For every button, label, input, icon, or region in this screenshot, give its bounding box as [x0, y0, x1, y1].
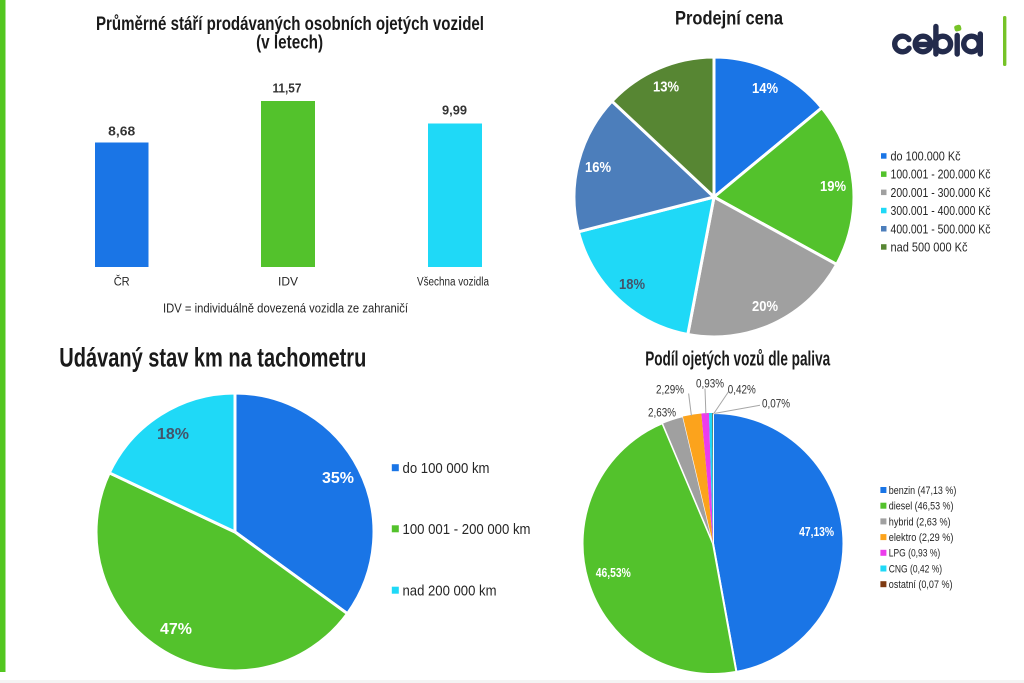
- svg-text:19%: 19%: [820, 178, 846, 195]
- svg-text:LPG (0,93 %): LPG (0,93 %): [889, 548, 940, 560]
- svg-text:ostatní (0,07 %): ostatní (0,07 %): [889, 579, 953, 591]
- svg-text:IDV = individuálně dovezená vo: IDV = individuálně dovezená vozidla ze z…: [163, 301, 408, 316]
- svg-text:200.001 - 300.000 Kč: 200.001 - 300.000 Kč: [891, 185, 991, 200]
- svg-text:2,63%: 2,63%: [648, 405, 676, 419]
- svg-text:20%: 20%: [752, 298, 778, 315]
- svg-text:35%: 35%: [322, 470, 354, 487]
- svg-text:do 100 000 km: do 100 000 km: [403, 460, 490, 477]
- svg-text:18%: 18%: [619, 276, 645, 293]
- svg-text:300.001 - 400.000 Kč: 300.001 - 400.000 Kč: [891, 203, 991, 218]
- svg-text:0,93%: 0,93%: [696, 377, 724, 391]
- svg-text:18%: 18%: [157, 426, 189, 443]
- svg-text:46,53%: 46,53%: [596, 565, 631, 580]
- svg-text:16%: 16%: [585, 159, 611, 176]
- svg-text:nad 200 000 km: nad 200 000 km: [403, 582, 497, 599]
- svg-text:hybrid (2,63 %): hybrid (2,63 %): [889, 516, 951, 528]
- svg-text:do 100.000 Kč: do 100.000 Kč: [891, 149, 961, 164]
- svg-text:Všechna vozidla: Všechna vozidla: [417, 277, 490, 289]
- svg-text:2,29%: 2,29%: [656, 383, 684, 397]
- svg-text:11,57: 11,57: [273, 81, 302, 96]
- svg-text:47%: 47%: [160, 621, 192, 638]
- svg-text:8,68: 8,68: [108, 124, 135, 139]
- svg-text:IDV: IDV: [278, 277, 298, 289]
- svg-text:(v letech): (v letech): [256, 33, 323, 54]
- svg-text:400.001 - 500.000 Kč: 400.001 - 500.000 Kč: [891, 221, 991, 236]
- svg-text:benzin (47,13 %): benzin (47,13 %): [889, 485, 957, 497]
- svg-text:47,13%: 47,13%: [799, 524, 834, 539]
- svg-text:Podíl ojetých vozů dle paliva: Podíl ojetých vozů dle paliva: [645, 349, 831, 371]
- svg-text:elektro (2,29 %): elektro (2,29 %): [889, 532, 954, 544]
- svg-text:13%: 13%: [653, 79, 679, 96]
- svg-text:Prodejní cena: Prodejní cena: [675, 8, 783, 30]
- svg-text:0,42%: 0,42%: [728, 383, 756, 397]
- svg-text:Průměrné stáří prodávaných oso: Průměrné stáří prodávaných osobních ojet…: [96, 14, 484, 35]
- svg-text:14%: 14%: [752, 80, 778, 97]
- svg-text:100.001 - 200.000 Kč: 100.001 - 200.000 Kč: [891, 167, 991, 182]
- svg-text:0,07%: 0,07%: [762, 397, 790, 411]
- svg-text:Udávaný stav km na tachometru: Udávaný stav km na tachometru: [59, 343, 366, 373]
- svg-text:ČR: ČR: [114, 276, 130, 289]
- svg-text:9,99: 9,99: [442, 103, 467, 118]
- svg-text:nad 500 000 Kč: nad 500 000 Kč: [891, 240, 968, 255]
- svg-text:diesel (46,53 %): diesel (46,53 %): [889, 501, 954, 513]
- svg-text:100 001 - 200 000 km: 100 001 - 200 000 km: [403, 521, 531, 538]
- svg-text:CNG (0,42 %): CNG (0,42 %): [889, 563, 942, 575]
